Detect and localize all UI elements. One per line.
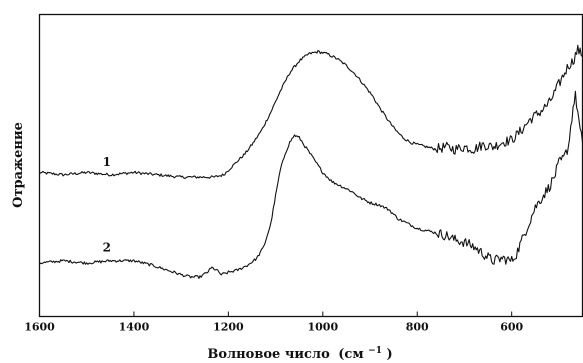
- series-label-1: 1: [103, 155, 111, 169]
- x-tick-label: 1200: [213, 321, 244, 334]
- x-tick-label: 600: [500, 321, 523, 334]
- plot-frame: [38, 13, 583, 318]
- x-axis-unit: (см: [338, 347, 363, 362]
- x-tick-label: 1400: [119, 321, 150, 334]
- x-axis-unit-exponent: −1: [368, 346, 382, 356]
- x-axis-unit-close: ): [387, 347, 393, 362]
- x-axis-title: Волновое число (см −1 ): [207, 342, 392, 362]
- x-axis-ticks: 1600 1400 1200 1000 800 600: [24, 311, 523, 334]
- series-curves: [39, 44, 583, 279]
- x-axis-title-text: Волновое число: [207, 347, 330, 362]
- x-tick-label: 1000: [307, 321, 338, 334]
- series-labels: 12: [103, 155, 111, 255]
- x-tick-label: 800: [406, 321, 429, 334]
- x-tick-label: 1600: [24, 321, 55, 334]
- y-axis-title: Отражение: [11, 122, 26, 208]
- series-label-2: 2: [103, 241, 111, 255]
- series-line-2: [39, 90, 583, 279]
- series-line-1: [39, 44, 583, 180]
